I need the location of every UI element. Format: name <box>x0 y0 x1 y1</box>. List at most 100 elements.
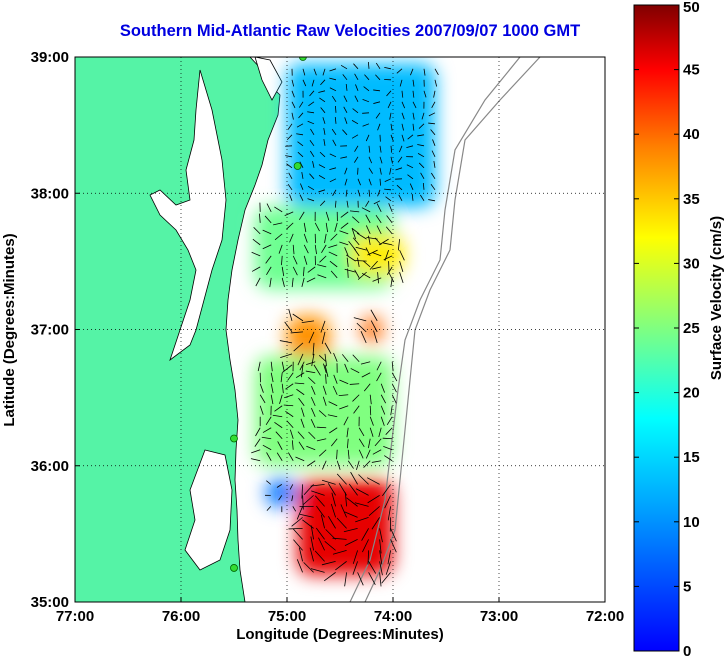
velocity-vector <box>377 272 379 284</box>
velocity-vector <box>291 101 296 109</box>
velocity-vector <box>368 145 371 153</box>
velocity-vector <box>352 394 360 402</box>
velocity-vector <box>259 405 264 415</box>
velocity-vector <box>365 225 371 235</box>
velocity-vector <box>288 527 303 530</box>
velocity-vector <box>376 361 382 371</box>
x-tick-label: 74:00 <box>374 608 412 625</box>
velocity-vector <box>312 342 315 356</box>
velocity-vector <box>330 233 338 241</box>
velocity-vector <box>321 479 336 485</box>
x-axis-label: Longitude (Degrees:Minutes) <box>236 626 444 643</box>
velocity-vector <box>348 483 358 496</box>
velocity-vector <box>306 277 316 283</box>
velocity-vector <box>252 238 261 246</box>
velocity-vector <box>367 495 380 504</box>
velocity-vector <box>368 156 373 164</box>
velocity-vector <box>309 150 315 158</box>
velocity-vector <box>350 368 360 374</box>
velocity-vector <box>401 101 406 109</box>
colorbar-tick-label: 30 <box>683 255 700 272</box>
velocity-vector <box>285 411 294 418</box>
velocity-vector <box>390 405 393 416</box>
velocity-vector <box>298 397 305 406</box>
velocity-vector <box>399 249 405 261</box>
velocity-vector <box>299 513 314 518</box>
velocity-vector <box>262 444 272 451</box>
velocity-vector <box>329 77 337 81</box>
velocity-vector <box>314 495 325 507</box>
velocity-vector <box>373 101 381 104</box>
radar-station-marker <box>293 162 302 170</box>
velocity-vector <box>346 200 349 208</box>
velocity-vector <box>379 528 383 543</box>
velocity-vector <box>324 572 336 582</box>
velocity-vector <box>381 572 391 584</box>
velocity-vector <box>262 229 272 235</box>
velocity-vector <box>329 427 338 434</box>
velocity-vector <box>325 211 330 221</box>
velocity-vector <box>325 529 336 540</box>
velocity-vector <box>336 473 347 485</box>
velocity-vector <box>388 271 395 283</box>
colorbar-label: Surface Velocity (cm/s) <box>708 216 724 380</box>
velocity-vector <box>295 456 305 462</box>
velocity-vector <box>254 438 261 447</box>
velocity-vector <box>380 394 387 404</box>
velocity-vector <box>387 101 392 109</box>
velocity-vector <box>302 266 305 277</box>
velocity-vector <box>367 249 378 256</box>
velocity-vector <box>388 203 393 213</box>
y-axis-label: Latitude (Degrees:Minutes) <box>1 233 18 426</box>
velocity-vector <box>312 161 315 168</box>
velocity-vector <box>286 222 294 230</box>
velocity-vector <box>345 83 348 91</box>
velocity-vector <box>390 156 393 164</box>
velocity-vector <box>379 178 382 186</box>
velocity-vector <box>368 178 372 186</box>
map-title: Southern Mid-Atlantic Raw Velocities 200… <box>119 22 581 40</box>
velocity-vector <box>259 383 264 393</box>
velocity-vector <box>322 385 327 395</box>
velocity-vector <box>300 418 305 428</box>
velocity-vector <box>276 484 283 488</box>
velocity-vector <box>284 211 294 217</box>
velocity-vector <box>316 505 325 518</box>
velocity-vector <box>293 539 303 551</box>
colorbar-tick-label: 15 <box>683 449 700 466</box>
velocity-vector <box>407 174 414 180</box>
velocity-vector <box>428 112 436 117</box>
velocity-vector <box>323 363 327 373</box>
x-axis-ticks: 77:00 76:00 75:00 74:00 73:00 72:00 <box>56 597 624 625</box>
velocity-vector <box>264 215 272 224</box>
velocity-vector <box>358 474 369 485</box>
velocity-vector <box>357 257 360 267</box>
velocity-vector <box>318 355 327 363</box>
velocity-vector <box>291 112 294 120</box>
y-tick-label: 37:00 <box>31 322 69 339</box>
velocity-vector <box>379 156 383 164</box>
velocity-vector <box>276 452 283 461</box>
velocity-vector <box>314 550 325 562</box>
velocity-vector <box>297 353 304 366</box>
velocity-vector <box>293 342 304 352</box>
velocity-vector <box>344 247 349 257</box>
velocity-vector <box>391 394 397 404</box>
velocity-vector <box>316 438 327 442</box>
velocity-vector <box>372 449 382 455</box>
velocity-vector <box>423 90 427 98</box>
velocity-vector <box>332 385 338 395</box>
velocity-vector <box>352 108 359 114</box>
velocity-vector <box>311 385 316 395</box>
velocity-vector <box>412 90 415 98</box>
velocity-vector <box>372 277 382 282</box>
velocity-vector <box>352 550 358 564</box>
velocity-vector <box>367 61 370 69</box>
velocity-vector <box>281 255 283 266</box>
velocity-vector <box>354 269 360 279</box>
velocity-vector <box>412 112 415 120</box>
velocity-vector <box>357 271 367 280</box>
velocity-vector <box>360 331 367 344</box>
velocity-vector <box>307 376 316 385</box>
velocity-vector <box>368 167 373 174</box>
